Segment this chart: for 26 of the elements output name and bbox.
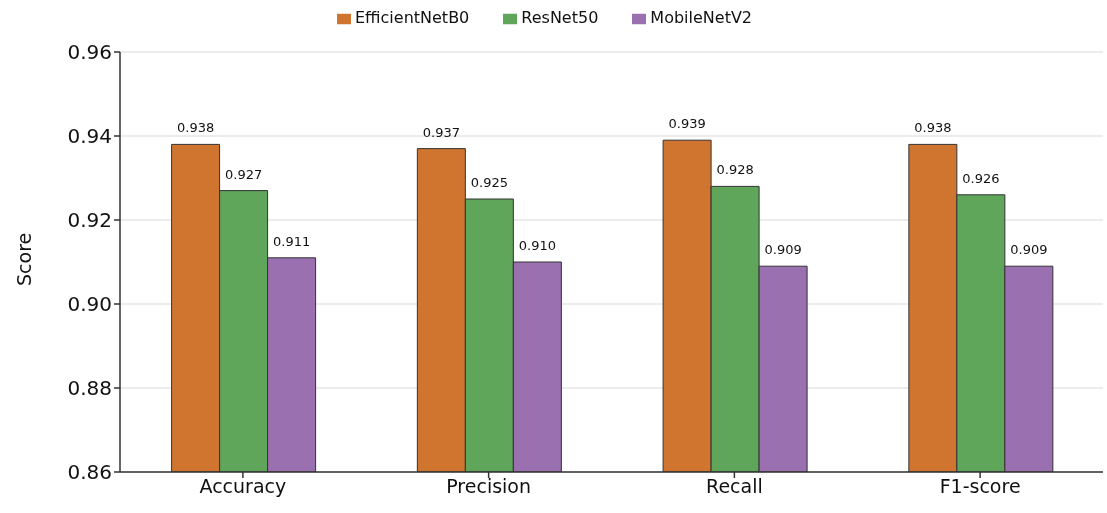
data-label: 0.926 bbox=[962, 170, 1000, 186]
legend-label: ResNet50 bbox=[521, 8, 599, 27]
y-tick-label: 0.90 bbox=[67, 292, 112, 317]
x-tick-label: Accuracy bbox=[199, 475, 287, 498]
data-label: 0.909 bbox=[764, 242, 802, 258]
data-label: 0.909 bbox=[1010, 242, 1048, 258]
legend-label: MobileNetV2 bbox=[650, 8, 753, 27]
data-label: 0.928 bbox=[716, 162, 754, 178]
data-label: 0.910 bbox=[518, 238, 556, 253]
x-tick-label: Recall bbox=[706, 475, 763, 498]
x-tick-label: F1-score bbox=[939, 475, 1021, 498]
y-tick-label: 0.94 bbox=[67, 124, 112, 149]
x-tick-label: Precision bbox=[446, 475, 532, 498]
y-axis-title: Score bbox=[12, 232, 35, 286]
y-tick-label: 0.86 bbox=[67, 460, 112, 485]
data-label: 0.927 bbox=[225, 166, 263, 182]
y-tick-label: 0.92 bbox=[67, 208, 112, 233]
data-label: 0.938 bbox=[177, 120, 215, 136]
data-label: 0.938 bbox=[914, 120, 952, 136]
legend-label: EfficientNetB0 bbox=[354, 8, 470, 27]
y-tick-label: 0.96 bbox=[67, 40, 112, 65]
y-tick-label: 0.88 bbox=[67, 376, 112, 401]
data-label: 0.911 bbox=[273, 233, 311, 249]
data-label: 0.937 bbox=[422, 124, 460, 140]
data-label: 0.925 bbox=[470, 175, 508, 190]
data-label: 0.939 bbox=[668, 116, 706, 132]
